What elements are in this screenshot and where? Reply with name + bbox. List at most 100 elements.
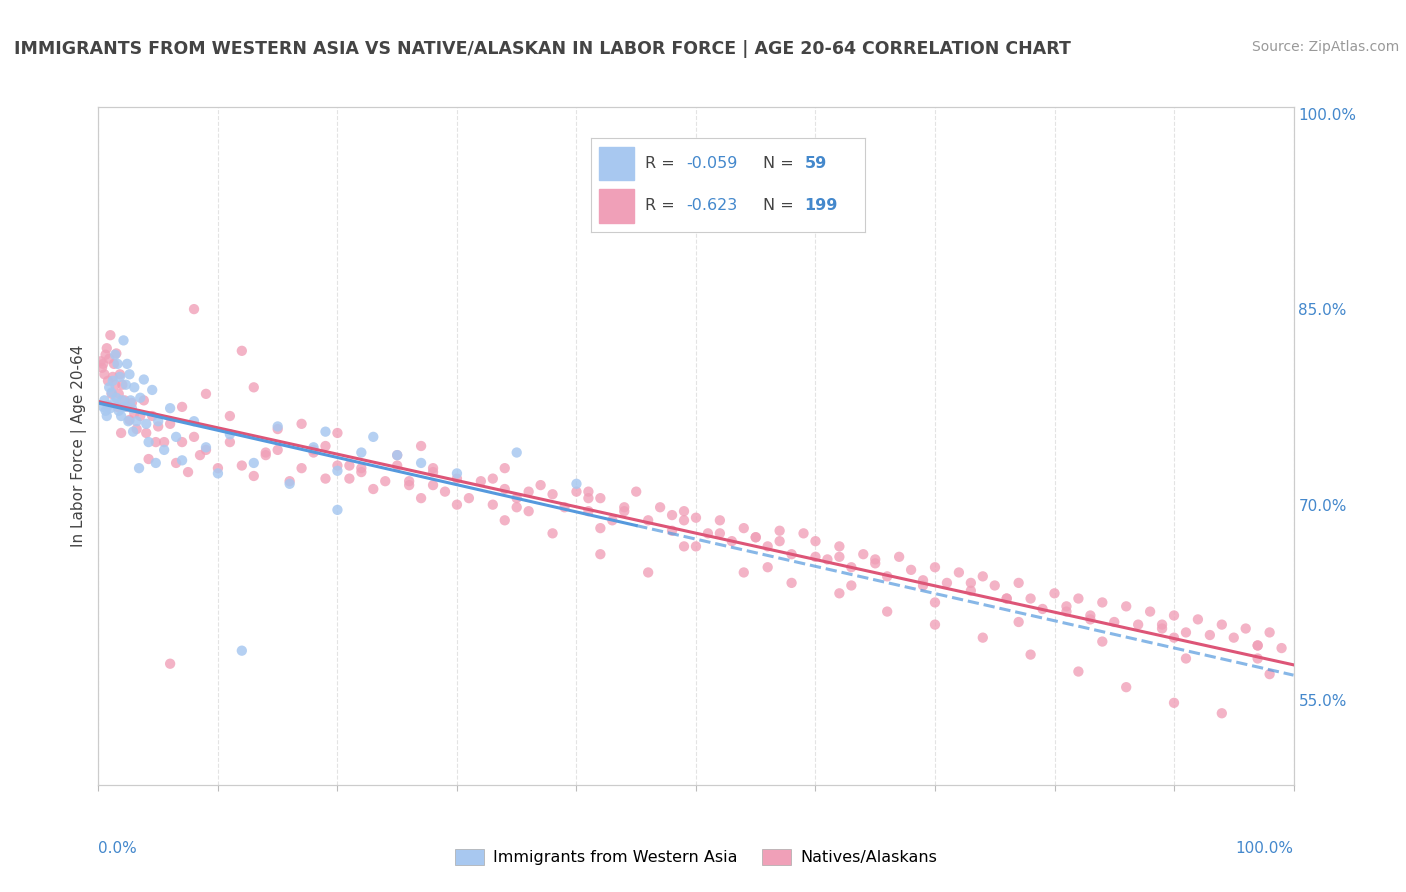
Text: R =: R = <box>645 198 681 213</box>
Point <box>1271 641 1294 656</box>
Point <box>470 474 492 488</box>
Point <box>91 357 114 371</box>
Point <box>768 524 790 538</box>
Point <box>195 387 218 401</box>
Point <box>1258 625 1281 640</box>
Point <box>768 534 790 549</box>
Point <box>541 487 564 501</box>
Point <box>911 578 934 592</box>
Point <box>243 469 266 483</box>
Point <box>780 547 803 561</box>
Point <box>815 552 838 566</box>
Point <box>107 357 129 371</box>
Point <box>411 439 433 453</box>
Point <box>1056 605 1078 619</box>
Point <box>105 346 128 360</box>
Point <box>1152 617 1174 632</box>
Point <box>565 476 588 491</box>
Point <box>350 445 373 459</box>
Point <box>267 422 290 436</box>
Point <box>589 547 612 561</box>
Text: Source: ZipAtlas.com: Source: ZipAtlas.com <box>1251 40 1399 54</box>
Point <box>494 461 516 475</box>
Point <box>96 409 118 423</box>
Point <box>841 560 863 574</box>
Point <box>1234 622 1257 636</box>
Point <box>517 484 540 499</box>
Point <box>422 465 444 479</box>
Point <box>363 482 385 496</box>
Point <box>326 458 349 473</box>
Point <box>1223 631 1246 645</box>
Point <box>103 396 125 410</box>
Point <box>302 445 325 459</box>
Text: 199: 199 <box>804 198 838 213</box>
Point <box>745 530 768 544</box>
Point <box>98 401 122 416</box>
Point <box>434 484 457 499</box>
Point <box>132 393 155 408</box>
Point <box>231 643 253 657</box>
Point <box>98 380 121 394</box>
Point <box>278 476 301 491</box>
Point <box>385 458 409 473</box>
Point <box>350 461 373 475</box>
Text: -0.623: -0.623 <box>686 198 738 213</box>
Point <box>124 380 146 394</box>
Point <box>494 513 516 527</box>
Point <box>121 396 143 410</box>
Point <box>446 498 468 512</box>
Point <box>231 343 253 358</box>
Point <box>94 348 117 362</box>
Point <box>530 478 553 492</box>
Text: N =: N = <box>763 156 799 171</box>
Point <box>108 370 131 384</box>
Point <box>721 534 744 549</box>
Point <box>1056 599 1078 614</box>
Point <box>339 472 361 486</box>
Point <box>207 461 229 475</box>
Point <box>148 419 170 434</box>
Point <box>125 422 148 436</box>
Text: N =: N = <box>763 198 799 213</box>
Point <box>1247 639 1270 653</box>
Point <box>183 302 205 317</box>
Point <box>1080 612 1102 626</box>
Point <box>506 445 529 459</box>
Point <box>183 430 205 444</box>
Point <box>995 591 1018 606</box>
Point <box>1199 628 1222 642</box>
Point <box>153 442 176 457</box>
Point <box>578 504 600 518</box>
Point <box>278 474 301 488</box>
Point <box>124 406 146 420</box>
Point <box>1091 634 1114 648</box>
Point <box>98 328 122 343</box>
Point <box>315 472 337 486</box>
Point <box>398 474 420 488</box>
Point <box>446 472 468 486</box>
Point <box>541 526 564 541</box>
Point <box>1175 651 1198 665</box>
Point <box>188 448 211 462</box>
Point <box>398 478 420 492</box>
Point <box>302 442 325 457</box>
Point <box>374 474 396 488</box>
Point <box>243 380 266 394</box>
Point <box>517 504 540 518</box>
Point <box>626 484 648 499</box>
Point <box>828 549 851 564</box>
Point <box>1032 602 1054 616</box>
Point <box>231 458 253 473</box>
Point <box>828 586 851 600</box>
Point <box>756 540 779 554</box>
Point <box>385 448 409 462</box>
Point <box>153 435 176 450</box>
Point <box>125 414 148 428</box>
Point <box>1067 665 1090 679</box>
Point <box>578 491 600 505</box>
Point <box>1115 599 1137 614</box>
Point <box>91 400 114 414</box>
Point <box>458 491 481 505</box>
Point <box>98 351 121 366</box>
